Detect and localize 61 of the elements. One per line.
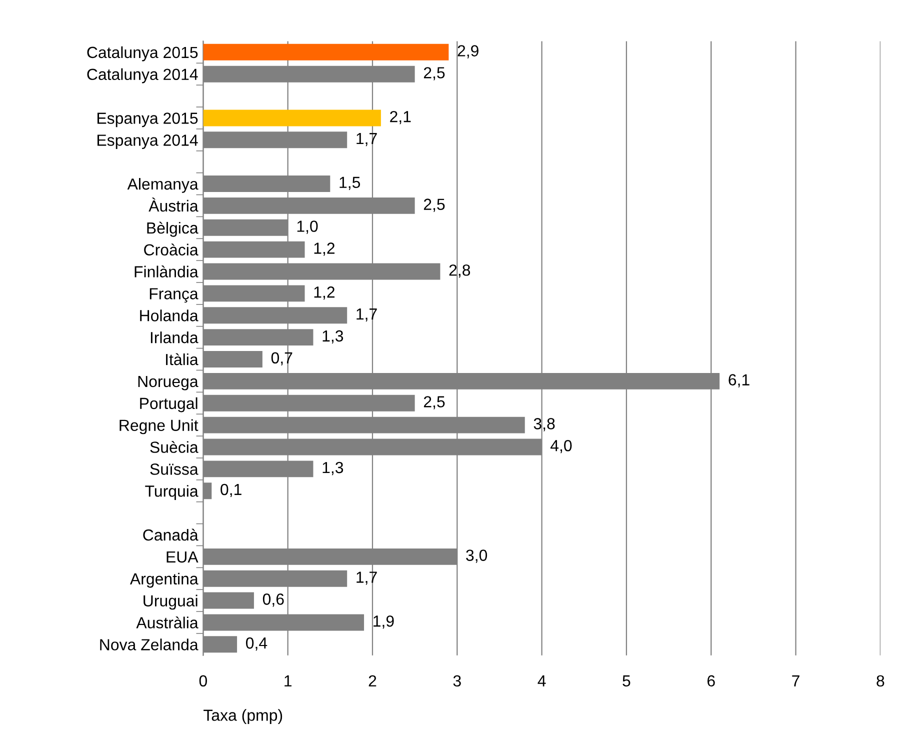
y-tick-label: Alemanya	[127, 178, 198, 193]
bar	[203, 44, 449, 60]
y-tick-label: Holanda	[140, 310, 198, 322]
x-tick-label: 7	[792, 675, 800, 686]
y-tick-label: Irlanda	[150, 332, 198, 344]
y-tick-label: Regne Unit	[120, 419, 198, 434]
y-tick-label: Canadà	[143, 528, 198, 541]
y-tick-label: EUA	[166, 551, 198, 563]
data-label: 2,1	[390, 110, 411, 124]
y-tick-label: Argentina	[130, 572, 198, 588]
y-tick-label: Finlàndia	[134, 266, 198, 278]
data-label: 3,0	[466, 550, 488, 563]
y-tick-label: Suècia	[150, 441, 198, 453]
data-label: 0,1	[220, 484, 242, 498]
x-tick-label: 4	[538, 675, 546, 686]
y-tick-label: Croàcia	[144, 244, 198, 256]
data-label: 3,8	[534, 418, 555, 432]
data-label: 1,2	[314, 286, 334, 300]
data-label: 6,1	[728, 374, 750, 388]
y-tick-label: Espanya 2015	[98, 112, 198, 128]
y-tick-label: Espanya 2014	[98, 134, 198, 150]
x-tick-label: 5	[622, 675, 630, 687]
y-tick-label: Nova Zelanda	[100, 638, 198, 650]
x-tick-label: 0	[199, 675, 207, 687]
y-tick-label: Portugal	[140, 397, 198, 412]
data-label: 4,0	[550, 440, 572, 454]
y-tick-label: Bèlgica	[147, 222, 198, 237]
y-tick-label: Uruguai	[144, 594, 198, 610]
data-label: 1,7	[356, 133, 377, 146]
y-tick-label: Itàlia	[166, 353, 198, 366]
y-tick-label: Austràlia	[136, 616, 198, 628]
data-label: 2,5	[424, 198, 445, 212]
x-tick-label: 6	[707, 675, 715, 687]
data-label: 0,6	[262, 594, 284, 607]
y-tick-label: Catalunya 2014	[87, 68, 198, 84]
data-label: 2,5	[424, 396, 445, 410]
y-tick-label: Noruega	[138, 376, 198, 390]
data-label: 2,5	[424, 67, 445, 80]
data-label: 0,7	[271, 352, 292, 366]
data-label: 1,7	[356, 572, 377, 585]
y-tick-label: Suïssa	[150, 464, 198, 475]
data-label: 1,0	[297, 220, 318, 234]
data-label: 1,7	[356, 308, 377, 322]
y-tick-label: França	[150, 288, 198, 303]
data-label: 1,9	[374, 615, 394, 629]
y-tick-label: Àustria	[148, 198, 198, 212]
data-label: 0,4	[246, 637, 268, 651]
y-tick-label: Turquia	[145, 485, 198, 500]
data-label: 2,8	[449, 264, 470, 278]
data-label: 2,9	[458, 45, 478, 58]
x-tick-label: 3	[453, 675, 461, 687]
data-label: 1,3	[322, 462, 344, 476]
x-tick-label: 2	[368, 675, 376, 686]
bar	[203, 110, 381, 126]
x-axis-title: Taxa (pmp)	[204, 709, 282, 724]
data-label: 1,3	[322, 330, 344, 344]
x-tick-label: 1	[284, 675, 292, 686]
data-label: 1,5	[340, 176, 360, 190]
data-label: 1,2	[314, 242, 334, 256]
x-tick-label: 8	[876, 675, 884, 687]
y-tick-label: Catalunya 2015	[87, 46, 198, 62]
